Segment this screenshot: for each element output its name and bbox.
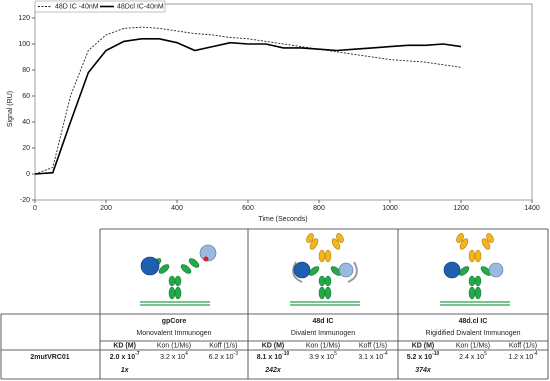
gpcore-diagram — [140, 244, 217, 306]
mantissa: 3.9 x 10 — [309, 354, 334, 361]
subheader: Kon (1/Ms) — [157, 342, 191, 349]
subheader: KD (M) — [262, 342, 285, 349]
y-tick-label: 60 — [22, 93, 30, 100]
y-axis-label: Signal (RU) — [7, 91, 14, 127]
48d-ic-diagram — [290, 233, 360, 306]
subheader: Koff (1/s) — [209, 342, 237, 349]
cell-value: 3.9 x 105 — [309, 351, 337, 361]
plot-frame — [34, 3, 533, 201]
column-subtitle: Divalent Immunogen — [291, 330, 355, 337]
exponent: -4 — [383, 351, 388, 357]
exponent: 5 — [484, 351, 487, 357]
column-subtitle: Monovalent Immunogen — [136, 330, 211, 337]
mantissa: 6.2 x 10 — [209, 354, 234, 361]
fold-change: 374x — [415, 367, 432, 374]
mantissa: 5.2 x 10 — [407, 354, 432, 361]
cell-value: 2.4 x 105 — [459, 351, 487, 361]
x-tick-label: 0 — [33, 205, 37, 212]
mantissa: 3.2 x 10 — [160, 354, 185, 361]
cell-value: 5.2 x 10-10 — [407, 351, 440, 361]
mantissa: 2.4 x 10 — [459, 354, 484, 361]
row-label: 2mutVRC01 — [30, 354, 69, 361]
subheader: Kon (1/Ms) — [306, 342, 340, 349]
subheader: KD (M) — [113, 342, 136, 349]
48dcl-ic-diagram — [440, 233, 510, 306]
y-tick-label: 120 — [18, 15, 30, 22]
table-frame — [0, 228, 549, 380]
subheader: KD (M) — [412, 342, 435, 349]
x-tick-label: 400 — [171, 205, 183, 212]
x-tick-label: 200 — [100, 205, 112, 212]
x-tick-label: 600 — [242, 205, 254, 212]
cell-value: 8.1 x 10-10 — [257, 351, 290, 361]
mantissa: 8.1 x 10 — [257, 354, 282, 361]
x-tick-label: 1200 — [453, 205, 469, 212]
mantissa: 3.1 x 10 — [358, 354, 383, 361]
x-axis-label: Time (Seconds) — [258, 216, 307, 223]
fold-change: 242x — [264, 367, 282, 374]
exponent: 4 — [185, 351, 188, 357]
exponent: -3 — [234, 351, 239, 357]
x-tick-label: 1400 — [524, 205, 540, 212]
y-tick-label: 100 — [18, 41, 30, 48]
legend-label: 48Dcl IC-40nM — [117, 3, 164, 10]
fold-change: 1x — [121, 367, 130, 374]
legend-label: 48D IC -40nM — [55, 3, 99, 10]
exponent: -7 — [135, 351, 140, 357]
x-tick-label: 800 — [313, 205, 325, 212]
mantissa: 1.2 x 10 — [508, 354, 533, 361]
exponent: -4 — [533, 351, 538, 357]
cell-value: 2.0 x 10-7 — [110, 351, 140, 361]
y-tick-label: 80 — [22, 67, 30, 74]
exponent: -10 — [282, 351, 289, 357]
subheader: Koff (1/s) — [509, 342, 537, 349]
y-tick-label: 20 — [22, 145, 30, 152]
column-title: 48d.cl IC — [459, 318, 488, 325]
exponent: 5 — [334, 351, 337, 357]
series-line — [34, 26, 462, 175]
subheader: Koff (1/s) — [359, 342, 387, 349]
column-title: gpCore — [162, 318, 187, 325]
column-title: 48d IC — [312, 318, 333, 325]
cell-value: 3.2 x 104 — [160, 351, 188, 361]
cell-value: 3.1 x 10-4 — [358, 351, 388, 361]
series-line — [34, 38, 462, 175]
cell-value: 1.2 x 10-4 — [508, 351, 538, 361]
y-tick-label: 40 — [22, 119, 30, 126]
exponent: -10 — [432, 351, 439, 357]
x-tick-label: 1000 — [382, 205, 398, 212]
column-subtitle: Rigidified Divalent Immunogen — [426, 330, 521, 337]
mantissa: 2.0 x 10 — [110, 354, 135, 361]
y-tick-label: 0 — [26, 171, 30, 178]
cell-value: 6.2 x 10-3 — [209, 351, 239, 361]
subheader: Kon (1/Ms) — [456, 342, 490, 349]
y-tick-label: -20 — [20, 197, 30, 204]
